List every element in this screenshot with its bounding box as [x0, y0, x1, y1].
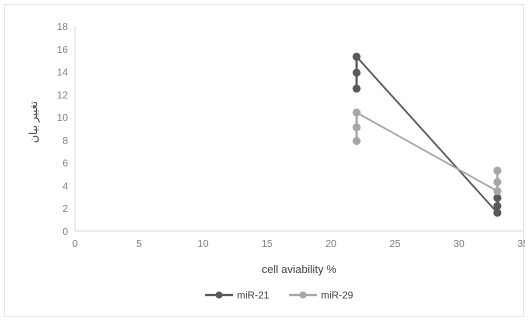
legend-marker	[299, 291, 307, 299]
y-tick-label: 10	[57, 113, 69, 124]
x-tick-label: 35	[517, 239, 525, 250]
x-tick-label: 10	[197, 239, 209, 250]
trend-line	[356, 111, 498, 192]
y-tick-label: 2	[62, 204, 68, 215]
series-mir-21	[352, 52, 502, 217]
y-tick-label: 12	[57, 90, 69, 101]
y-tick-label: 14	[57, 68, 69, 79]
legend: miR-21 miR-29	[205, 291, 354, 302]
data-point	[493, 208, 502, 217]
y-tick-label: 18	[57, 22, 69, 33]
data-point	[352, 137, 361, 146]
data-point	[493, 193, 502, 202]
x-tick-label: 30	[453, 239, 465, 250]
y-axis-title: تغییر بیان	[28, 101, 40, 143]
legend-marker	[215, 291, 223, 299]
data-point	[352, 52, 361, 61]
series-layer	[352, 52, 502, 217]
chart-frame: 0 2 4 6 8 10 12 14 16 18 0 5 10 15 20 25 30 35 cell avia…	[4, 4, 525, 317]
data-point	[352, 108, 361, 117]
y-tick-label: 8	[62, 136, 68, 147]
y-tick-label: 6	[62, 159, 68, 170]
data-point	[493, 187, 502, 196]
legend-item: miR-29	[289, 291, 354, 302]
x-tick-label: 0	[72, 239, 78, 250]
x-tick-labels: 0 5 10 15 20 25 30 35	[72, 239, 525, 250]
x-tick-label: 5	[136, 239, 142, 250]
data-point	[352, 123, 361, 132]
legend-label: miR-29	[321, 291, 354, 302]
data-point	[352, 84, 361, 93]
legend-item: miR-21	[205, 291, 270, 302]
x-tick-label: 15	[261, 239, 273, 250]
x-tick-label: 25	[389, 239, 401, 250]
y-tick-labels: 0 2 4 6 8 10 12 14 16 18	[57, 22, 69, 238]
x-axis-title: cell aviability %	[262, 264, 337, 276]
x-tick-label: 20	[325, 239, 337, 250]
trend-line	[355, 56, 499, 214]
legend-label: miR-21	[237, 291, 270, 302]
chart-svg: 0 2 4 6 8 10 12 14 16 18 0 5 10 15 20 25 30 35 cell avia…	[28, 22, 525, 302]
y-tick-label: 4	[62, 181, 68, 192]
data-point	[352, 68, 361, 77]
y-tick-label: 0	[62, 227, 68, 238]
series-mir-29	[352, 108, 502, 196]
y-tick-label: 16	[57, 45, 69, 56]
data-point	[493, 178, 502, 187]
data-point	[493, 166, 502, 175]
data-point	[493, 201, 502, 210]
